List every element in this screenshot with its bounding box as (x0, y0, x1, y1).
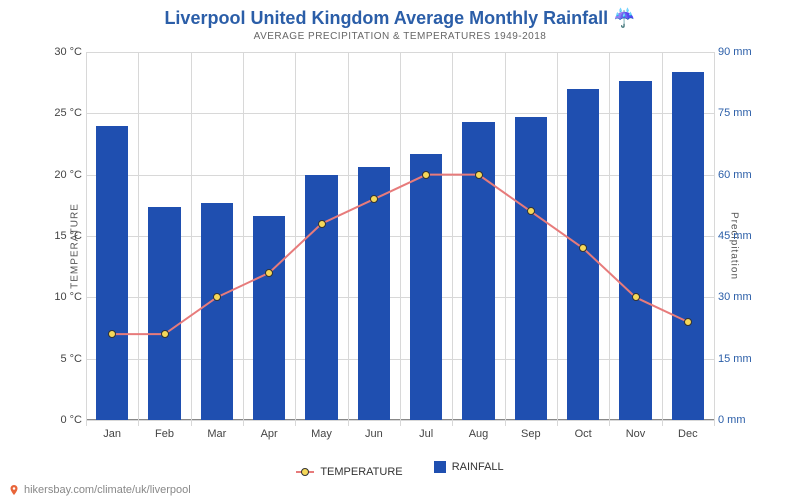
y-right-tick: 0 mm (718, 414, 764, 426)
temperature-marker (422, 171, 430, 179)
chart-area: TEMPERATURE Precipitation 0 °C5 °C10 °C1… (28, 52, 772, 440)
temperature-marker (213, 293, 221, 301)
y-right-tick: 45 mm (718, 230, 764, 242)
y-left-tick: 10 °C (42, 291, 82, 303)
temperature-marker (108, 330, 116, 338)
y-left-tick: 25 °C (42, 107, 82, 119)
y-right-tick: 90 mm (718, 46, 764, 58)
x-tick: Dec (678, 428, 698, 440)
x-tick: Apr (261, 428, 278, 440)
chart-subtitle: AVERAGE PRECIPITATION & TEMPERATURES 194… (0, 29, 800, 42)
legend-temp-label: TEMPERATURE (320, 466, 402, 478)
temperature-marker (579, 244, 587, 252)
x-tick: Jun (365, 428, 383, 440)
x-tick: Jan (103, 428, 121, 440)
x-tick: Oct (575, 428, 592, 440)
temperature-marker (370, 195, 378, 203)
source-footer: hikersbay.com/climate/uk/liverpool (8, 484, 191, 496)
y-left-tick: 0 °C (42, 414, 82, 426)
temperature-line (86, 52, 714, 420)
temperature-marker (684, 318, 692, 326)
temperature-marker (265, 269, 273, 277)
x-tick: Nov (626, 428, 646, 440)
x-tick: Feb (155, 428, 174, 440)
temperature-marker (161, 330, 169, 338)
legend-rainfall: RAINFALL (434, 461, 504, 473)
temperature-marker (527, 207, 535, 215)
legend-bar-sample (434, 461, 446, 473)
source-text: hikersbay.com/climate/uk/liverpool (24, 484, 191, 496)
x-tick: May (311, 428, 332, 440)
legend-temperature: TEMPERATURE (296, 466, 402, 478)
y-left-tick: 20 °C (42, 169, 82, 181)
y-left-tick: 5 °C (42, 353, 82, 365)
y-left-tick: 30 °C (42, 46, 82, 58)
temperature-marker (318, 220, 326, 228)
y-right-tick: 30 mm (718, 291, 764, 303)
y-left-tick: 15 °C (42, 230, 82, 242)
y-right-tick: 60 mm (718, 169, 764, 181)
x-tick: Jul (419, 428, 433, 440)
legend-rain-label: RAINFALL (452, 461, 504, 473)
y-right-tick: 15 mm (718, 353, 764, 365)
x-tick: Aug (469, 428, 489, 440)
legend: TEMPERATURE RAINFALL (0, 461, 800, 478)
temperature-marker (632, 293, 640, 301)
chart-container: Liverpool United Kingdom Average Monthly… (0, 0, 800, 500)
plot-region: 0 °C5 °C10 °C15 °C20 °C25 °C30 °C0 mm15 … (86, 52, 714, 420)
x-tick: Sep (521, 428, 541, 440)
left-axis-label: TEMPERATURE (69, 203, 80, 289)
temperature-marker (475, 171, 483, 179)
map-pin-icon (8, 484, 20, 496)
legend-line-sample (296, 471, 314, 473)
x-tick: Mar (207, 428, 226, 440)
right-axis-label: Precipitation (728, 212, 739, 280)
y-right-tick: 75 mm (718, 107, 764, 119)
chart-title: Liverpool United Kingdom Average Monthly… (0, 0, 800, 29)
